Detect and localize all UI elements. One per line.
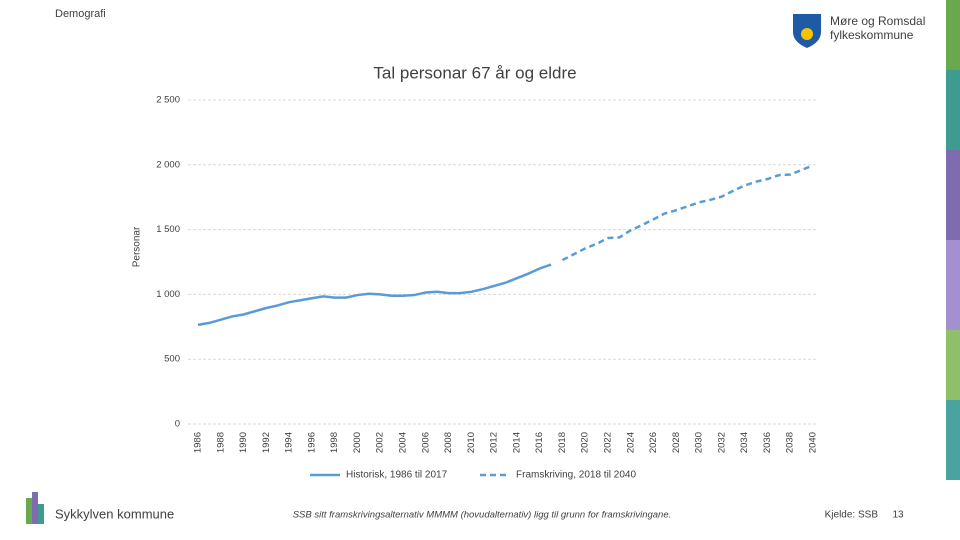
x-tick-label: 2030 [694,432,705,453]
stripe [946,150,960,240]
x-tick-label: 2018 [557,432,568,453]
y-tick-label: 1 000 [156,289,180,300]
stripe [946,70,960,150]
data-line [561,164,814,262]
logo-bar [32,492,38,524]
page-number: 13 [892,510,904,521]
x-tick-label: 2024 [625,432,636,453]
x-tick-label: 1986 [193,432,204,453]
x-tick-label: 2040 [808,432,819,453]
x-tick-label: 1988 [215,432,226,453]
legend-label: Historisk, 1986 til 2017 [346,470,448,481]
y-tick-label: 2 500 [156,95,180,106]
x-tick-label: 1990 [238,432,249,453]
source: Kjelde: SSB [825,510,879,521]
logo-emblem [801,28,813,40]
x-tick-label: 2022 [603,432,614,453]
stripe [946,330,960,400]
logo-bar [38,504,44,524]
x-tick-label: 2032 [716,432,727,453]
x-tick-label: 2028 [671,432,682,453]
y-tick-label: 2 000 [156,159,180,170]
logo: Møre og Romsdal fylkeskommune [793,14,925,48]
x-tick-label: 1994 [284,432,295,453]
x-tick-label: 2036 [762,432,773,453]
x-tick-label: 1998 [329,432,340,453]
x-tick-label: 2020 [580,432,591,453]
x-tick-label: 1996 [306,432,317,453]
municipality: Sykkylven kommune [55,506,174,521]
x-tick-label: 2000 [352,432,363,453]
y-tick-label: 1 500 [156,224,180,235]
x-tick-label: 2034 [739,432,750,453]
logo-text: Møre og Romsdal [830,14,925,28]
x-tick-label: 2004 [398,432,409,453]
x-tick-label: 2002 [375,432,386,453]
logo-text: fylkeskommune [830,28,914,42]
x-tick-label: 2026 [648,432,659,453]
y-tick-label: 0 [175,419,180,430]
y-axis-label: Personar [132,226,143,267]
note: SSB sitt framskrivingsalternativ MMMM (h… [293,510,672,521]
stripe [946,240,960,330]
x-tick-label: 2014 [511,432,522,453]
logo-bar [26,498,32,524]
x-tick-label: 2012 [489,432,500,453]
x-tick-label: 2006 [420,432,431,453]
footer-logo [26,492,44,524]
x-tick-label: 2016 [534,432,545,453]
section-label: Demografi [55,8,106,20]
x-tick-label: 2008 [443,432,454,453]
stripe [946,400,960,480]
edge-stripes [946,0,960,480]
x-tick-label: 1992 [261,432,272,453]
legend-label: Framskriving, 2018 til 2040 [516,470,636,481]
data-line [197,263,552,327]
y-tick-label: 500 [164,354,180,365]
stripe [946,0,960,70]
x-tick-label: 2010 [466,432,477,453]
chart-title: Tal personar 67 år og eldre [373,63,576,82]
x-tick-label: 2038 [785,432,796,453]
